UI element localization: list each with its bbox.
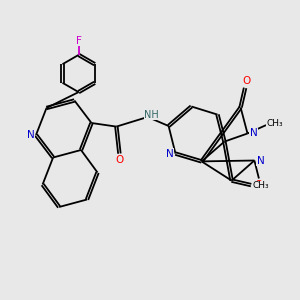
- Text: N: N: [250, 128, 257, 139]
- Text: N: N: [27, 130, 34, 140]
- Text: F: F: [76, 35, 82, 46]
- Text: CH₃: CH₃: [267, 119, 284, 128]
- Text: O: O: [242, 76, 251, 86]
- Text: N: N: [256, 155, 264, 166]
- Text: O: O: [254, 180, 263, 190]
- Text: CH₃: CH₃: [252, 182, 269, 190]
- Text: NH: NH: [144, 110, 159, 120]
- Text: O: O: [116, 155, 124, 165]
- Text: N: N: [166, 148, 173, 159]
